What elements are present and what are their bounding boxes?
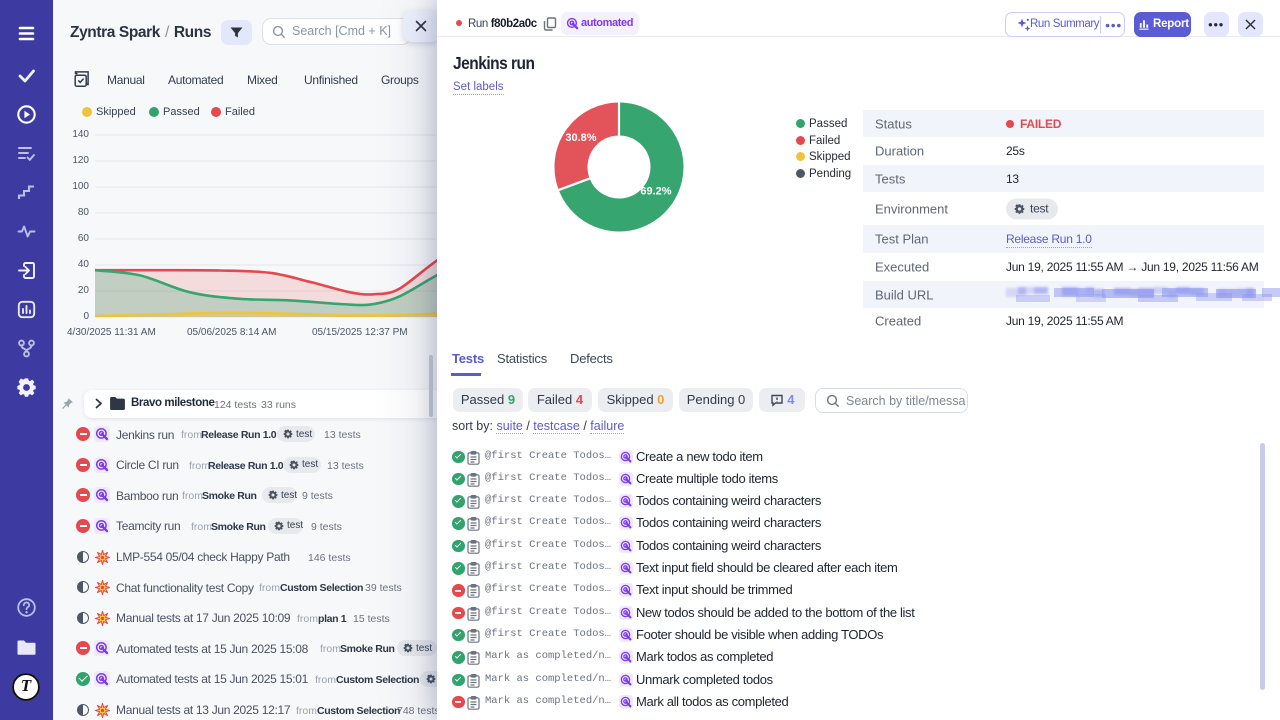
svg-text:69.2%: 69.2% <box>640 186 671 198</box>
svg-text:30.8%: 30.8% <box>565 132 596 144</box>
